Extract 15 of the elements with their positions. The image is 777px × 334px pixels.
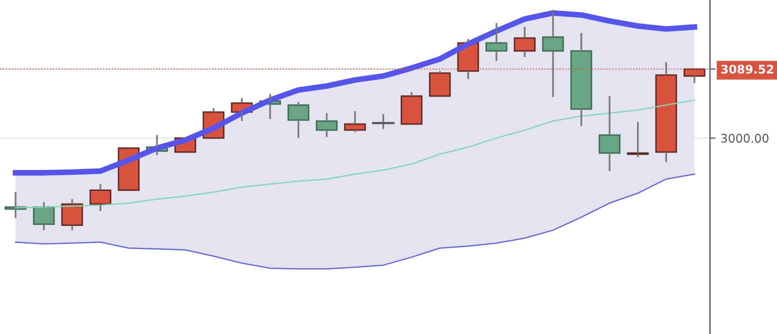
candlestick [570,32,592,127]
y-tick-label: 3089.52 [721,64,774,74]
line-series [14,173,696,270]
candlestick [400,91,422,126]
candlestick [32,201,55,232]
candlestick [288,101,310,139]
candlestick [514,26,536,58]
candlestick [626,121,649,158]
candlestick [598,95,620,172]
candlestick [90,183,112,212]
candlestick [542,9,564,98]
candlestick [61,198,84,232]
candlestick [344,110,366,133]
candlestick [486,22,508,62]
y-tick-label: 3000.00 [721,134,768,143]
